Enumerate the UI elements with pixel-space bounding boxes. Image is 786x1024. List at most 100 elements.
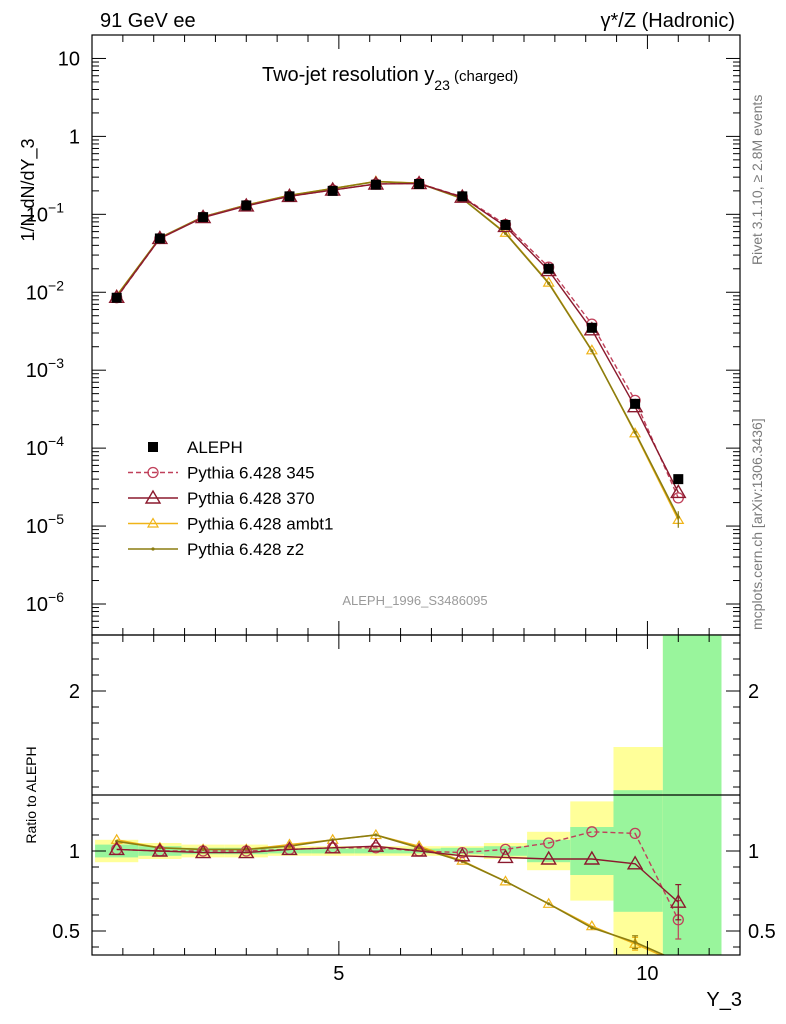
ratio-y-tick-label-right: 1	[748, 841, 759, 863]
tick-exponent: −4	[48, 433, 64, 449]
tick-base: 10	[26, 438, 48, 460]
point-z2	[633, 430, 637, 434]
header-right-label: γ*/Z (Hadronic)	[601, 10, 735, 32]
point-aleph	[414, 178, 425, 189]
point-aleph	[241, 200, 252, 211]
ratio-point-p370	[108, 841, 125, 856]
ratio-point-p370	[497, 849, 514, 864]
ratio-point-ambt1	[283, 838, 296, 849]
uncertainty-band-inner	[440, 847, 484, 855]
ratio-point-p370	[626, 855, 644, 870]
ratio-point-p345	[586, 826, 598, 838]
tick-exponent: −6	[48, 589, 64, 605]
tick-base: 10	[26, 360, 48, 382]
uncertainty-band-inner	[181, 847, 225, 855]
ratio-line-z2	[116, 834, 666, 955]
point-aleph	[543, 263, 554, 274]
series-line-p370	[116, 182, 679, 493]
legend-label-aleph: ALEPH	[187, 438, 243, 457]
point-aleph	[284, 191, 295, 202]
tick-exponent: −2	[48, 277, 64, 293]
x-tick-label: 5	[333, 963, 344, 985]
ratio-point-z2	[374, 833, 378, 837]
ratio-point-ambt1	[413, 840, 426, 851]
ratio-point-p370	[281, 841, 298, 856]
point-z2	[590, 349, 594, 353]
legend-marker-p345	[147, 466, 159, 479]
point-aleph	[500, 219, 511, 230]
legend-marker-p370	[144, 489, 162, 504]
header-right-prefix: γ*/Z	[601, 10, 637, 32]
ratio-point-p345	[629, 827, 641, 840]
ratio-point-p370	[410, 842, 428, 857]
point-aleph	[586, 322, 597, 333]
ratio-y-axis-label: Ratio to ALEPH	[23, 746, 39, 843]
main-y-tick-label: 10−3	[26, 355, 64, 382]
rivet-version-label: Rivet 3.1.10, ≥ 2.8M events	[749, 95, 765, 265]
legend-label-p370: Pythia 6.428 370	[187, 489, 315, 508]
point-ambt1	[542, 276, 555, 287]
uncertainty-band-inner	[613, 790, 663, 912]
legend-marker-aleph	[148, 442, 158, 452]
legend-label-ambt1: Pythia 6.428 ambt1	[187, 515, 333, 534]
ratio-point-z2	[201, 847, 205, 852]
point-z2	[503, 231, 508, 235]
ratio-plot-panel: 0.5 0.5 1 1 2 2 5 10 Ratio to ALEPH Y_3	[23, 634, 776, 1011]
main-y-tick-label: 10−4	[26, 433, 64, 460]
point-aleph	[673, 474, 684, 485]
ratio-point-p370	[194, 844, 212, 859]
legend: ALEPH Pythia 6.428 345 Pythia 6.428 370 Pyt…	[128, 438, 333, 559]
point-aleph	[457, 191, 468, 202]
ratio-point-p370	[324, 839, 341, 854]
point-aleph	[630, 398, 641, 409]
x-tick-label: 10	[636, 963, 658, 985]
tick-base: 10	[26, 594, 48, 616]
ratio-point-z2	[590, 926, 594, 930]
ratio-point-p370	[454, 847, 471, 862]
ratio-y-tick-label-right: 2	[748, 681, 759, 703]
x-axis-label: Y_3	[706, 989, 742, 1011]
ratio-point-p345	[543, 837, 555, 849]
point-aleph	[370, 179, 381, 190]
tick-exponent: −5	[48, 511, 64, 527]
ratio-point-p370	[540, 850, 557, 865]
ratio-point-z2	[244, 847, 248, 852]
ratio-point-p345	[499, 843, 512, 856]
header-right-suffix: (Hadronic)	[636, 10, 735, 32]
ratio-point-p370	[583, 850, 601, 865]
ratio-point-z2	[677, 960, 680, 963]
ratio-point-ambt1	[673, 958, 683, 967]
ratio-point-p370	[670, 893, 687, 908]
ratio-line-p370	[116, 845, 679, 903]
uncertainty-band-inner	[267, 848, 312, 854]
main-y-tick-label: 10−2	[26, 277, 64, 304]
legend-marker-z2	[151, 547, 155, 551]
header-left-label: 91 GeV ee	[100, 10, 196, 32]
title-tail: (charged)	[450, 68, 518, 85]
ratio-point-p370	[238, 844, 255, 859]
watermark-analysis-id: ALEPH_1996_S3486095	[342, 593, 487, 608]
point-aleph	[154, 233, 165, 244]
ratio-y-tick-label-left: 0.5	[52, 921, 80, 943]
ratio-point-z2	[633, 940, 637, 944]
main-plot-title: Two-jet resolution y23 (charged)	[262, 64, 518, 93]
point-aleph	[327, 185, 338, 196]
tick-base: 10	[26, 282, 48, 304]
ratio-line-p345	[116, 831, 679, 921]
ratio-point-z2	[417, 846, 421, 850]
legend-marker-ambt1	[146, 517, 160, 528]
mcplots-label: mcplots.cern.ch [arXiv:1306.3436]	[749, 418, 765, 630]
tick-base: 10	[26, 516, 48, 538]
ratio-plot-frame	[91, 634, 741, 956]
main-y-tick-label: 10−5	[26, 511, 64, 538]
ratio-point-p370	[151, 842, 169, 857]
point-ambt1	[585, 344, 598, 355]
point-aleph	[111, 292, 122, 303]
ratio-point-ambt1	[585, 920, 598, 931]
ratio-y-tick-label-left: 1	[69, 841, 80, 863]
ratio-y-tick-label-right: 0.5	[748, 921, 776, 943]
point-z2	[547, 281, 551, 285]
title-subscript: 23	[434, 77, 450, 93]
